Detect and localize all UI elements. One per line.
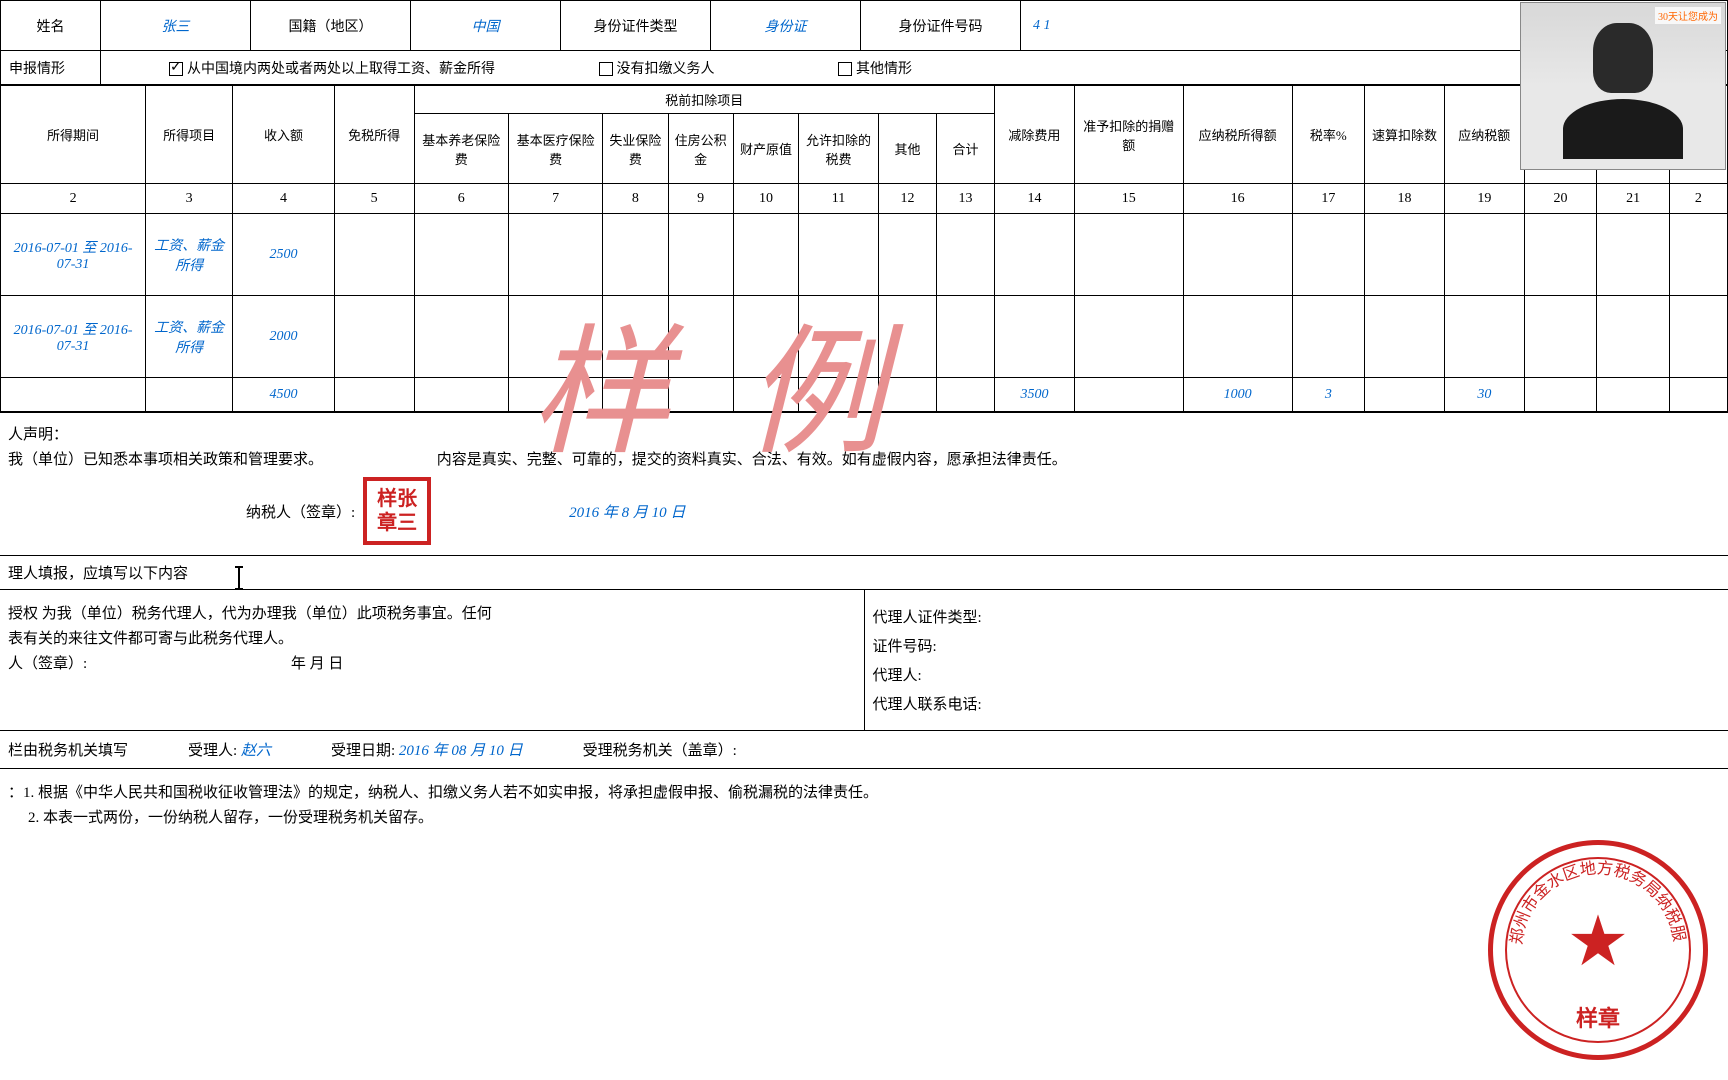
col-fee: 减除费用 [995, 86, 1075, 184]
webcam-overlay: 30天让您成为 [1520, 2, 1726, 170]
agent-section: 授权 为我（单位）税务代理人，代为办理我（单位）此项税务事宜。任何 表有关的来往… [0, 589, 1728, 731]
declaration-body: 我（单位）已知悉本事项相关政策和管理要求。 内容是真实、完整、可靠的，提交的资料… [8, 448, 1720, 469]
col-donation: 准予扣除的捐赠额 [1074, 86, 1183, 184]
idnum-label: 身份证件号码 [861, 1, 1021, 51]
col-rate: 税率% [1292, 86, 1365, 184]
totals-row: 4500 3500 1000 3 30 [1, 378, 1728, 412]
text-cursor-icon [238, 568, 240, 588]
signer-label: 纳税人（签章）: [246, 501, 355, 522]
declaration-title: 人声明： [8, 423, 1720, 444]
table-row: 2016-07-01 至 2016-07-31 工资、薪金所得 2000 [1, 296, 1728, 378]
col-unemploy: 失业保险费 [603, 114, 668, 184]
col-tax: 应纳税额 [1444, 86, 1524, 184]
agent-fill-note: 理人填报，应填写以下内容 [0, 555, 1728, 589]
deduction-header: 税前扣除项目 [414, 86, 994, 114]
signature-stamp: 样张 章三 [363, 477, 431, 545]
name-value: 张三 [101, 1, 251, 51]
declare-options: 从中国境内两处或者两处以上取得工资、薪金所得 没有扣缴义务人 其他情形 [101, 51, 1728, 85]
col-income: 收入额 [233, 86, 335, 184]
checkbox-opt1[interactable] [169, 62, 183, 76]
col-pension: 基本养老保险费 [414, 114, 508, 184]
identity-table: 姓名 张三 国籍（地区） 中国 身份证件类型 身份证 身份证件号码 4 1 申报… [0, 0, 1728, 85]
col-item: 所得项目 [146, 86, 233, 184]
col-period: 所得期间 [1, 86, 146, 184]
declaration-section: 人声明： 我（单位）已知悉本事项相关政策和管理要求。 内容是真实、完整、可靠的，… [0, 412, 1728, 555]
table-row: 2016-07-01 至 2016-07-31 工资、薪金所得 2500 [1, 214, 1728, 296]
star-icon: ★ [1567, 900, 1630, 983]
webcam-person [1521, 3, 1725, 169]
official-seal: 郑州市金水区地方税务局纳税服务站专用章 ★ 样章 [1488, 840, 1708, 1060]
checkbox-opt3[interactable] [838, 62, 852, 76]
col-housing: 住房公积金 [668, 114, 733, 184]
col-taxable: 应纳税所得额 [1183, 86, 1292, 184]
checkbox-opt2[interactable] [599, 62, 613, 76]
col-exempt: 免税所得 [334, 86, 414, 184]
declare-label: 申报情形 [1, 51, 101, 85]
col-prop: 财产原值 [733, 114, 798, 184]
col-other: 其他 [878, 114, 936, 184]
nationality-label: 国籍（地区） [251, 1, 411, 51]
col-total: 合计 [936, 114, 994, 184]
declaration-date: 2016 年 8 月 10 日 [569, 501, 685, 522]
idtype-label: 身份证件类型 [561, 1, 711, 51]
col-allow: 允许扣除的税费 [799, 114, 879, 184]
notes-section: ：1. 根据《中华人民共和国税收征收管理法》的规定，纳税人、扣缴义务人若不如实申… [0, 769, 1728, 839]
column-number-row: 2345 6789 10111213 14151617 18192021 2 [1, 184, 1728, 214]
col-quick: 速算扣除数 [1365, 86, 1445, 184]
nationality-value: 中国 [411, 1, 561, 51]
name-label: 姓名 [1, 1, 101, 51]
tax-office-row: 栏由税务机关填写 受理人: 赵六 受理日期: 2016 年 08 月 10 日 … [0, 731, 1728, 769]
col-medical: 基本医疗保险费 [508, 114, 602, 184]
idtype-value: 身份证 [711, 1, 861, 51]
main-data-table: 所得期间 所得项目 收入额 免税所得 税前扣除项目 减除费用 准予扣除的捐赠额 … [0, 85, 1728, 412]
